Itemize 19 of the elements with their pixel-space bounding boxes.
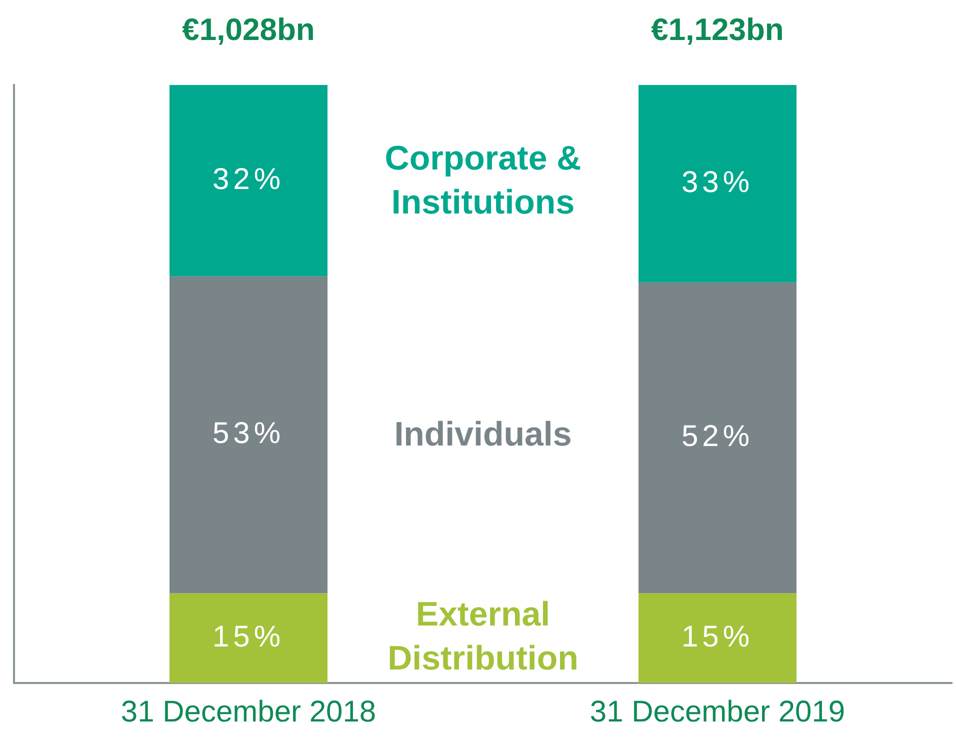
x-tick-label: 31 December 2019 — [590, 695, 846, 728]
bar — [638, 85, 796, 282]
series-label: Individuals — [394, 416, 572, 454]
bar — [170, 276, 328, 594]
data-label: 15% — [212, 620, 285, 654]
series-label: Corporate & Institutions — [384, 140, 582, 222]
data-label: 53% — [212, 417, 285, 450]
text: €1,123bn — [651, 12, 784, 48]
series-label: External Distribution — [388, 596, 578, 678]
bar — [170, 593, 328, 683]
x-tick-label: 31 December 2018 — [120, 695, 376, 728]
data-label: 52% — [681, 420, 754, 454]
bar — [638, 282, 796, 594]
text: €1,028bn — [182, 12, 315, 48]
data-label: 15% — [681, 620, 754, 654]
bar — [170, 85, 328, 276]
data-label: 33% — [681, 166, 754, 199]
bar — [638, 593, 796, 683]
data-label: 32% — [212, 162, 285, 196]
